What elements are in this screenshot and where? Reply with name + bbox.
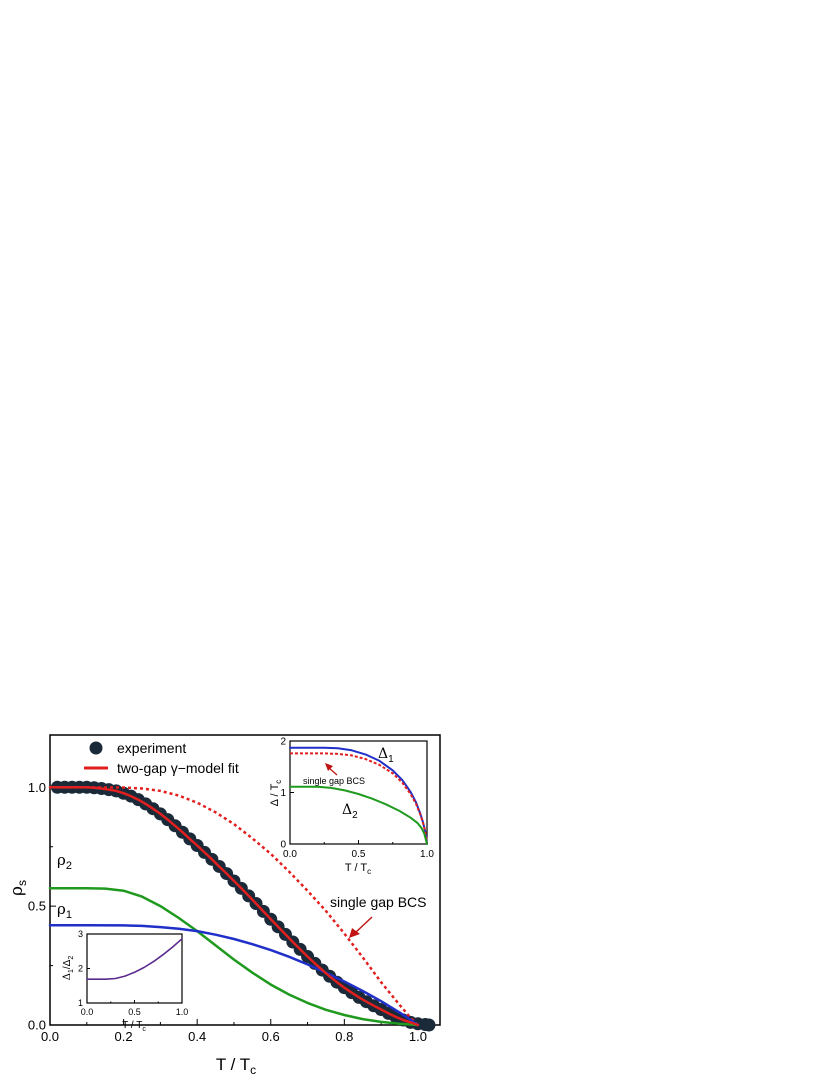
gap-inset-frame — [289, 740, 428, 845]
main-x-tick-label: 1.0 — [409, 1029, 427, 1044]
main-series — [48, 780, 436, 1032]
main-x-tick-label: 0.0 — [41, 1029, 59, 1044]
inset-bcs-annotation: single gap BCS — [303, 776, 365, 786]
main-y-tick-label: 0.0 — [28, 1018, 46, 1033]
gap-inset-x-tick-label: 0.0 — [283, 849, 297, 860]
main-y-tick-label: 0.5 — [28, 899, 46, 914]
bcs-annotation: single gap BCS — [330, 894, 427, 910]
main-series-two-gap-model-fit-line — [48, 786, 420, 1027]
legend-label-experiment: experiment — [117, 740, 186, 756]
main-plot-frame — [49, 734, 441, 1026]
main-series-1-line — [48, 923, 420, 1027]
main-x-tick-label: 0.2 — [115, 1029, 133, 1044]
rho1-label: ρ1 — [57, 900, 72, 921]
gap-inset-series-2-line — [289, 785, 428, 845]
legend-marker-experiment — [89, 741, 103, 755]
ratio-inset-series-1-2-line — [86, 938, 183, 980]
legend-label-fit: two-gap γ−model fit — [117, 760, 239, 776]
gap-inset-x-label: T / Tc — [345, 862, 371, 876]
main-series-2-line — [48, 887, 420, 1027]
gap-inset-y-tick-label: 2 — [280, 737, 286, 748]
ratio-inset-y-tick-label: 1 — [78, 998, 83, 1008]
x-axis-label: T / Tc — [216, 1055, 256, 1075]
gap-inset: 0.0 0.5 1.0 0 1 2 T / Tc Δ / Tc Δ1 Δ2 single … — [269, 737, 434, 877]
main-series-experiment-point — [422, 1018, 436, 1032]
main-chart: 0.0 0.2 0.4 0.6 0.8 1.0 0.0 0.5 1.0 T / Tc ρs ex… — [7, 734, 441, 1075]
gap-inset-series-1-line — [289, 746, 428, 845]
ratio-inset-frame — [86, 933, 183, 1004]
ratio-inset-y-tick-label: 2 — [78, 964, 83, 974]
rho2-label: ρ2 — [57, 851, 72, 872]
gap-inset-ticks: 0.0 0.5 1.0 0 1 2 — [280, 737, 434, 861]
ratio-inset-y-tick-label: 3 — [78, 929, 83, 939]
legend: experiment two-gap γ−model fit — [84, 740, 239, 776]
main-axis-ticks: 0.0 0.2 0.4 0.6 0.8 1.0 0.0 0.5 1.0 — [28, 780, 427, 1044]
y-axis-label: ρs — [7, 880, 29, 896]
gap-inset-y-tick-label: 0 — [280, 840, 286, 851]
gap-inset-series-single-gap-bcs-line — [290, 752, 428, 845]
bcs-arrow-shaft — [354, 916, 373, 934]
delta1-label: Δ1 — [378, 746, 394, 765]
gap-inset-x-tick-label: 0.5 — [352, 849, 366, 860]
gap-inset-y-tick-label: 1 — [280, 788, 286, 799]
main-x-tick-label: 0.4 — [188, 1029, 206, 1044]
bcs-arrow-head — [349, 928, 360, 938]
ratio-inset: 0.0 0.5 1.0 1 2 3 T / Tc Δ1/Δ2 — [62, 929, 188, 1033]
main-x-tick-label: 0.8 — [335, 1029, 353, 1044]
gap-inset-y-label: Δ / Tc — [269, 780, 283, 807]
ratio-inset-x-tick-label: 1.0 — [176, 1007, 189, 1017]
ratio-inset-x-tick-label: 0.0 — [81, 1007, 94, 1017]
ratio-inset-x-label: T / Tc — [122, 1020, 146, 1033]
main-y-tick-label: 1.0 — [28, 780, 46, 795]
delta2-label: Δ2 — [342, 802, 358, 821]
main-x-tick-label: 0.6 — [262, 1029, 280, 1044]
inset-bcs-arrow-head — [325, 763, 333, 771]
gap-inset-series — [289, 746, 428, 845]
main-series-single-gap-bcs-line — [49, 786, 419, 1026]
ratio-inset-x-tick-label: 0.5 — [128, 1007, 141, 1017]
ratio-inset-ticks: 0.0 0.5 1.0 1 2 3 — [78, 929, 188, 1017]
ratio-inset-series — [86, 938, 183, 980]
ratio-inset-y-label: Δ1/Δ2 — [62, 956, 75, 981]
gap-inset-x-tick-label: 1.0 — [420, 849, 434, 860]
